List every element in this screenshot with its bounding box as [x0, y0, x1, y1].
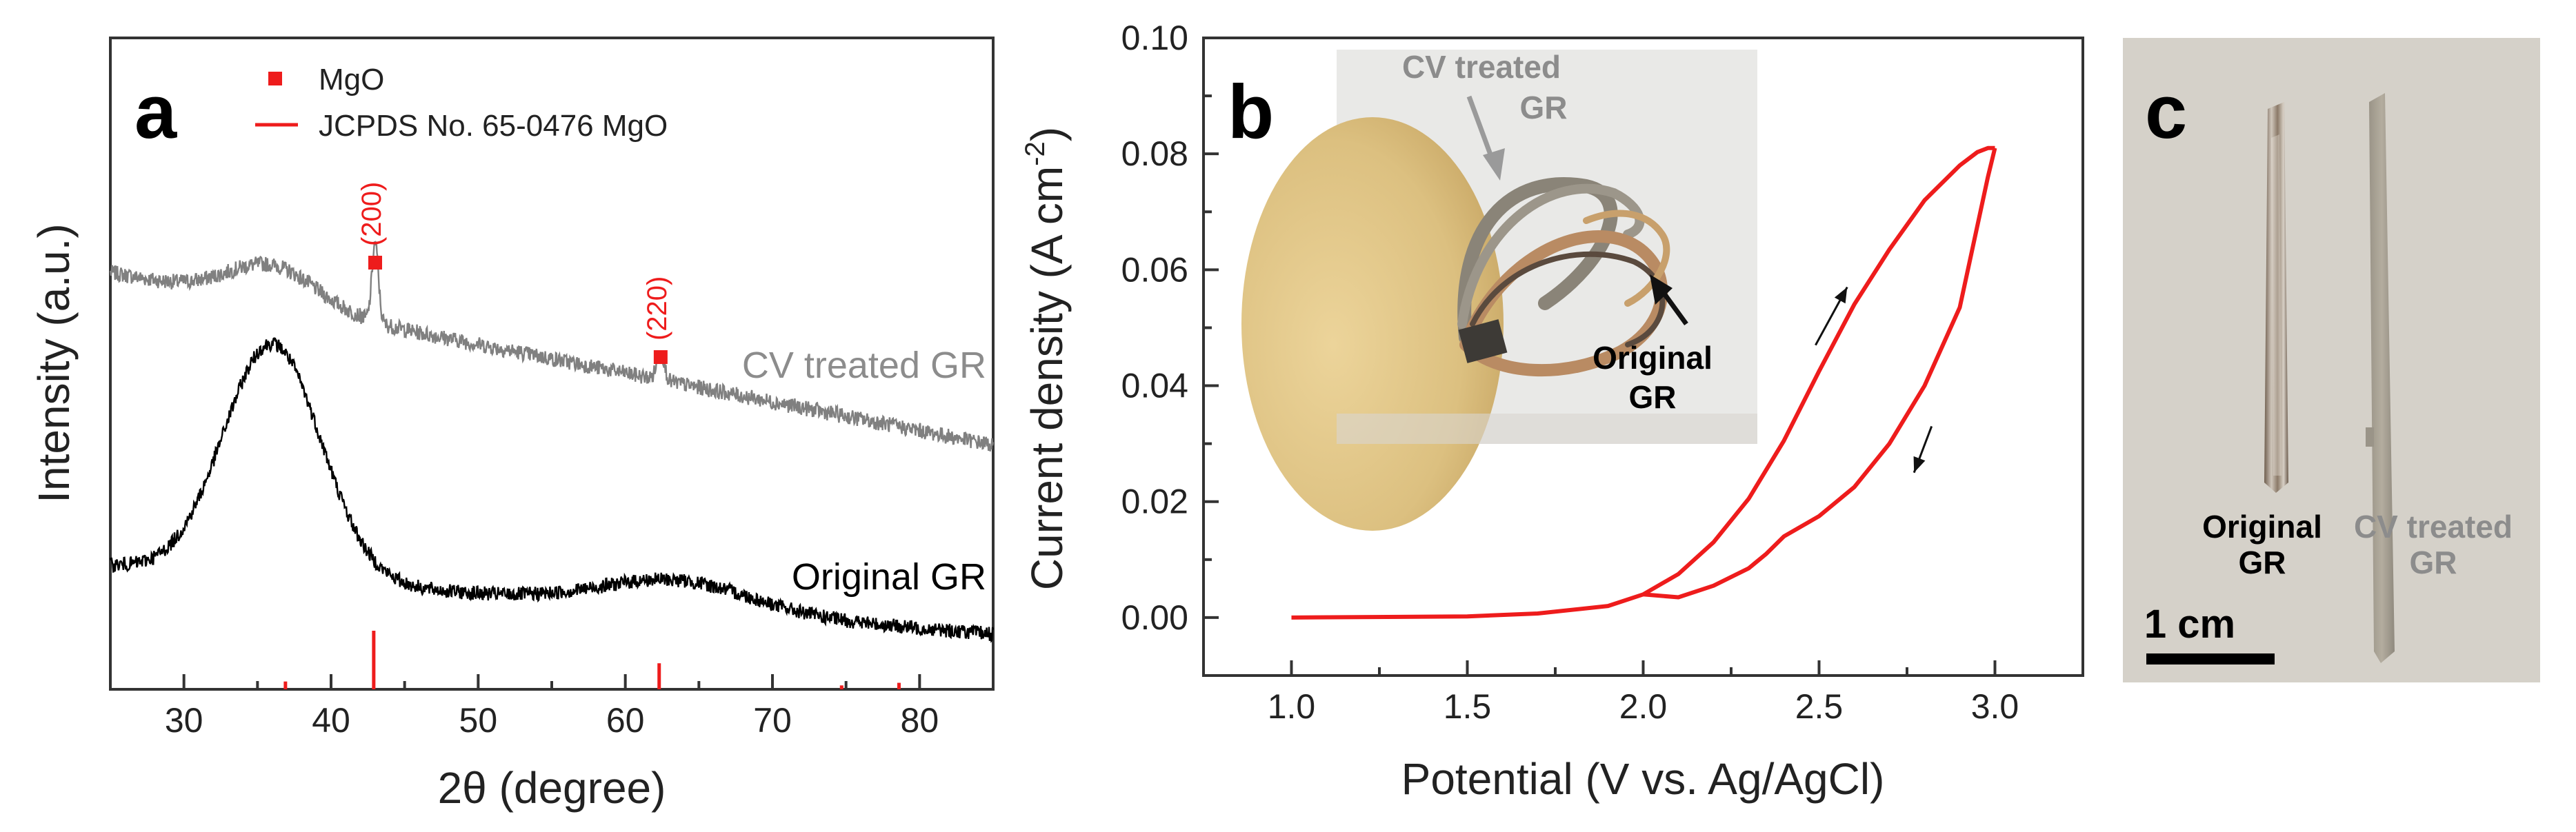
x-tick-label: 2.5 [1795, 687, 1844, 726]
x-tick-label: 2.0 [1619, 687, 1668, 726]
label-original-line1: Original [2202, 509, 2322, 545]
peak-label: (220) [642, 276, 672, 341]
peak-annotations: (200) (220) [357, 182, 672, 365]
x-tick-label: 1.5 [1444, 687, 1492, 726]
series-line-cv-forward-scan [1291, 145, 1995, 620]
strip-cv-treated-gr [2369, 93, 2395, 663]
legend-jcpds-label: JCPDS No. 65-0476 MgO [319, 109, 668, 143]
label-cv-treated-line1: CV treated [2354, 509, 2513, 545]
inset-bottom-shade [1337, 414, 1757, 444]
photo-background [2123, 38, 2540, 682]
inset-arrow-original-head [1650, 274, 1673, 305]
inset-label-original-line1: Original [1592, 340, 1713, 376]
legend: MgO JCPDS No. 65-0476 MgO [255, 63, 668, 143]
y-axis-title-close: ) [1022, 127, 1072, 141]
y-tick-label: 0.00 [1121, 598, 1188, 637]
x-tick-label: 50 [459, 701, 498, 740]
strip-cv-treated-gr-tab [2366, 427, 2374, 447]
inset-label-cv-line2: GR [1520, 90, 1568, 125]
scale-bar [2146, 653, 2275, 664]
series-label-cv-treated-gr: CV treated GR [742, 345, 986, 386]
series-group [109, 241, 995, 643]
y-axis-tick-labels: 0.00 0.02 0.04 0.06 0.08 0.10 [1121, 19, 1188, 637]
electrode-loops [1457, 176, 1670, 377]
y-tick-label: 0.08 [1121, 134, 1188, 173]
strip-original-gr-speckle [2271, 134, 2282, 476]
y-axis-title: Intensity (a.u.) [29, 223, 79, 503]
scan-direction-arrows [1815, 286, 1933, 474]
panel-b-letter: b [1228, 70, 1274, 154]
inset-label-original-line2: GR [1629, 379, 1677, 415]
panel-a-letter: a [134, 70, 177, 154]
x-axis-tick-labels: 30 40 50 60 70 80 [165, 701, 939, 740]
x-axis-title: 2θ (degree) [438, 763, 666, 813]
x-tick-label: 80 [901, 701, 939, 740]
photo-background-shade [2123, 38, 2540, 682]
y-tick-label: 0.06 [1121, 250, 1188, 289]
label-cv-treated-line2: GR [2410, 545, 2457, 580]
inset-arrow-cv [1466, 95, 1496, 163]
scan-arrow-head [1834, 287, 1848, 304]
series-group [1291, 145, 1997, 620]
x-tick-label: 30 [165, 701, 203, 740]
x-tick-label: 40 [312, 701, 350, 740]
x-tick-label: 3.0 [1971, 687, 2019, 726]
peak-marker [653, 350, 668, 365]
series-line-cv-reverse-scan [1643, 148, 1997, 600]
x-axis-title: Potential (V vs. Ag/AgCl) [1401, 754, 1885, 804]
panel-c-letter: c [2145, 70, 2187, 154]
legend-mgo-marker [268, 72, 282, 85]
x-axis-ticks [109, 674, 995, 689]
series-line-original-gr [109, 337, 995, 643]
inset-photo: CV treated GR Original GR [1241, 49, 1757, 531]
x-axis-tick-labels: 1.0 1.5 2.0 2.5 3.0 [1268, 687, 2019, 726]
y-tick-label: 0.02 [1121, 483, 1188, 521]
strip-original-gr [2264, 102, 2288, 493]
scan-arrow-head [1913, 456, 1926, 473]
x-tick-label: 70 [753, 701, 792, 740]
inset-arrow-cv-head [1483, 148, 1505, 181]
y-tick-label: 0.04 [1121, 367, 1188, 405]
peak-marker [368, 256, 382, 270]
x-tick-label: 60 [606, 701, 645, 740]
y-tick-label: 0.10 [1121, 19, 1188, 57]
y-axis-title: Current density (A cm-2) [1020, 127, 1072, 590]
label-original-line2: GR [2239, 545, 2286, 580]
panel-c: c Original GR CV treated GR 1 cm [2123, 38, 2540, 682]
series-line-cv-treated-gr [109, 241, 995, 451]
panel-b: CV treated GR Original GR b 0.00 0.02 0.04… [1020, 19, 2084, 804]
legend-mgo-label: MgO [319, 63, 384, 97]
peak-label: (200) [357, 182, 387, 246]
scale-bar-label: 1 cm [2144, 602, 2235, 647]
series-label-original-gr: Original GR [792, 556, 986, 598]
inset-label-cv-line1: CV treated [1402, 49, 1561, 85]
reference-lines [283, 630, 901, 689]
electrode-clip [1458, 319, 1508, 363]
y-axis-title-superscript: -2 [1020, 141, 1050, 166]
y-axis-title-main: Current density (A cm [1022, 166, 1072, 590]
panel-a: a MgO JCPDS No. 65-0476 MgO 30 40 50 60 70 80… [29, 37, 995, 813]
axis-ticks [1202, 37, 2084, 677]
x-tick-label: 1.0 [1268, 687, 1316, 726]
